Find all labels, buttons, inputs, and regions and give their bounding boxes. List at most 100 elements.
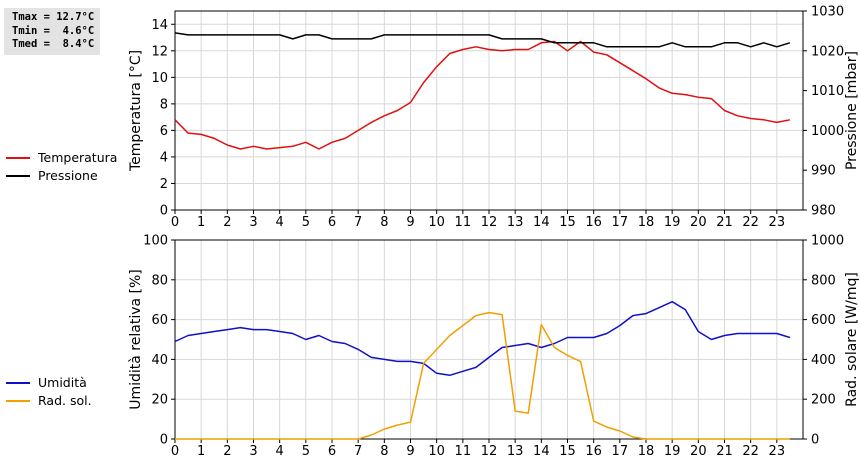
x-tick-label: 8 (380, 444, 388, 459)
series-line-2 (175, 311, 790, 440)
y-tick-label-left: 60 (151, 313, 168, 328)
y-tick-label-right: 1030 (811, 5, 844, 20)
x-tick-label: 5 (302, 215, 310, 230)
x-tick-label: 21 (716, 444, 733, 459)
y-tick-label-left: 6 (160, 124, 168, 139)
x-tick-label: 20 (690, 444, 707, 459)
x-tick-label: 20 (690, 215, 707, 230)
y-tick-label-left: 8 (160, 97, 168, 112)
chart-panel-1 (6, 10, 807, 214)
x-tick-label: 22 (742, 444, 759, 459)
x-tick-label: 12 (481, 444, 498, 459)
x-tick-label: 9 (406, 444, 414, 459)
y-tick-label-right: 0 (811, 433, 819, 448)
x-tick-label: 21 (716, 215, 733, 230)
stat-tmed: Tmed = 8.4°C (12, 38, 94, 52)
y-tick-label-right: 1010 (811, 84, 844, 99)
y-tick-label-right: 1000 (811, 124, 844, 139)
y-axis-title-right: Rad. solare [W/mq] (844, 272, 860, 407)
stat-value: 12.7°C (56, 11, 95, 23)
y-tick-label-right: 1000 (811, 234, 844, 249)
x-tick-label: 4 (276, 444, 284, 459)
x-tick-label: 6 (328, 215, 336, 230)
x-tick-label: 11 (455, 215, 472, 230)
x-tick-label: 4 (276, 215, 284, 230)
x-tick-label: 18 (638, 215, 655, 230)
x-tick-label: 17 (612, 444, 629, 459)
y-tick-label-right: 600 (811, 313, 836, 328)
plot-frame (174, 10, 804, 211)
series-line-1 (174, 300, 791, 377)
x-tick-label: 23 (769, 444, 786, 459)
stat-label: Tmin = (12, 24, 50, 37)
x-tick-label: 3 (249, 215, 257, 230)
stat-label: Tmax = (12, 11, 50, 23)
stat-tmin: Tmin = 4.6°C (12, 25, 94, 39)
x-tick-label: 16 (585, 444, 602, 459)
y-axis-title-right: Pressione [mbar] (844, 51, 860, 170)
x-tick-label: 17 (612, 215, 629, 230)
x-tick-label: 14 (533, 215, 550, 230)
x-tick-label: 0 (171, 444, 179, 459)
legend-label: Temperatura (37, 150, 117, 165)
stat-value: 8.4°C (56, 38, 95, 50)
x-tick-label: 10 (428, 215, 445, 230)
x-tick-label: 1 (197, 215, 205, 230)
y-tick-label-left: 0 (160, 204, 168, 219)
y-tick-label-right: 400 (811, 353, 836, 368)
x-tick-label: 16 (585, 215, 602, 230)
y-tick-label-right: 800 (811, 273, 836, 288)
x-tick-label: 7 (354, 444, 362, 459)
y-axis-title-left: Umidità relativa [%] (128, 269, 144, 410)
x-tick-label: 9 (406, 215, 414, 230)
x-tick-label: 10 (428, 444, 445, 459)
y-tick-label-right: 1020 (811, 44, 844, 59)
x-tick-label: 5 (302, 444, 310, 459)
x-tick-label: 8 (380, 215, 388, 230)
x-tick-label: 2 (223, 215, 231, 230)
x-tick-label: 12 (481, 215, 498, 230)
y-tick-label-left: 20 (151, 393, 168, 408)
legend-label: Rad. sol. (38, 393, 92, 408)
x-tick-label: 2 (223, 444, 231, 459)
stats-box: Tmax = 12.7°C Tmin = 4.6°C Tmed = 8.4°C (4, 8, 101, 55)
x-tick-label: 13 (507, 215, 524, 230)
y-tick-label-right: 200 (811, 393, 836, 408)
y-tick-label-left: 100 (143, 234, 168, 249)
y-tick-label-right: 980 (811, 204, 836, 219)
y-tick-label-right: 990 (811, 164, 836, 179)
x-tick-label: 3 (249, 444, 257, 459)
stat-value: 4.6°C (56, 24, 95, 37)
legend-label: Pressione (38, 168, 98, 183)
y-axis-title-left: Temperatura [°C] (128, 50, 144, 172)
x-tick-label: 11 (455, 444, 472, 459)
x-tick-label: 15 (559, 215, 576, 230)
x-tick-label: 7 (354, 215, 362, 230)
series-line-2 (174, 32, 791, 48)
x-tick-label: 23 (769, 215, 786, 230)
y-tick-label-left: 10 (151, 71, 168, 86)
y-tick-label-left: 12 (151, 44, 168, 59)
y-tick-label-left: 4 (160, 150, 168, 165)
x-tick-label: 19 (664, 215, 681, 230)
x-tick-label: 6 (328, 444, 336, 459)
y-tick-label-left: 2 (160, 177, 168, 192)
x-tick-label: 22 (742, 215, 759, 230)
stat-tmax: Tmax = 12.7°C (12, 11, 94, 25)
legend-label: Umidità (38, 375, 87, 390)
y-tick-label-left: 14 (151, 18, 168, 33)
x-tick-label: 1 (197, 444, 205, 459)
x-tick-label: 19 (664, 444, 681, 459)
chart-panel-2 (6, 239, 807, 443)
y-tick-label-left: 40 (151, 353, 168, 368)
series-line-1 (174, 40, 791, 150)
y-tick-label-left: 0 (160, 433, 168, 448)
x-tick-label: 18 (638, 444, 655, 459)
x-tick-label: 0 (171, 215, 179, 230)
stat-label: Tmed = (12, 38, 50, 50)
x-tick-label: 13 (507, 444, 524, 459)
y-tick-label-left: 80 (151, 273, 168, 288)
plot-frame (174, 239, 804, 440)
x-tick-label: 14 (533, 444, 550, 459)
